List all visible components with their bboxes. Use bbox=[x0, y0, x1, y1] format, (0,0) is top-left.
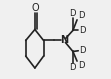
Text: N: N bbox=[60, 35, 68, 46]
Text: D: D bbox=[69, 9, 76, 18]
Text: D: D bbox=[79, 46, 85, 55]
Text: D: D bbox=[78, 61, 84, 70]
Text: D: D bbox=[69, 63, 76, 72]
Text: D: D bbox=[78, 11, 84, 20]
Text: D: D bbox=[79, 26, 85, 35]
Text: O: O bbox=[31, 3, 39, 12]
